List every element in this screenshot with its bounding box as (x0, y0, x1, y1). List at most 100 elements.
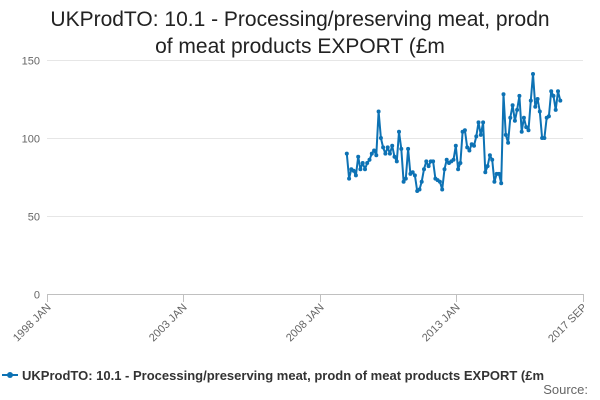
data-point[interactable] (551, 93, 556, 98)
data-point[interactable] (519, 129, 524, 134)
data-point[interactable] (356, 154, 361, 159)
data-point[interactable] (515, 107, 520, 112)
data-point[interactable] (374, 153, 379, 158)
data-point[interactable] (462, 128, 467, 133)
series-group[interactable] (344, 72, 563, 193)
data-point[interactable] (417, 187, 422, 192)
data-point[interactable] (406, 146, 411, 151)
chart-credit[interactable]: Source: (543, 382, 588, 397)
data-point[interactable] (347, 176, 352, 181)
data-point[interactable] (499, 181, 504, 186)
data-point[interactable] (437, 179, 442, 184)
data-point[interactable] (422, 167, 426, 172)
data-point[interactable] (385, 145, 390, 150)
data-point[interactable] (397, 129, 401, 134)
data-point[interactable] (367, 157, 372, 162)
x-tick-label: 1998 JAN (11, 302, 54, 345)
data-point[interactable] (546, 114, 551, 119)
data-point[interactable] (363, 167, 367, 172)
data-point[interactable] (483, 170, 488, 175)
data-point[interactable] (419, 179, 424, 184)
data-point[interactable] (381, 145, 386, 150)
data-point[interactable] (476, 120, 481, 125)
y-tick-label: 150 (22, 56, 40, 68)
data-point[interactable] (456, 167, 461, 172)
x-axis: 1998 JAN 2003 JAN 2008 JAN 2013 JAN 2017 SEP (11, 294, 590, 345)
x-tick-label: 2008 JAN (284, 302, 327, 345)
data-point[interactable] (401, 179, 406, 184)
data-point[interactable] (553, 107, 558, 112)
data-point[interactable] (556, 89, 560, 94)
data-point[interactable] (490, 157, 495, 162)
data-point[interactable] (524, 125, 529, 130)
data-point[interactable] (492, 179, 497, 184)
data-point[interactable] (542, 136, 547, 140)
data-point[interactable] (497, 171, 501, 176)
data-point[interactable] (360, 161, 365, 165)
data-point[interactable] (410, 170, 415, 175)
data-point[interactable] (531, 72, 535, 76)
data-point[interactable] (451, 157, 456, 162)
data-point[interactable] (474, 134, 479, 139)
legend-item[interactable]: UKProdTO: 10.1 - Processing/preserving m… (2, 366, 544, 384)
data-point[interactable] (365, 161, 370, 165)
data-point[interactable] (485, 164, 490, 169)
data-point[interactable] (528, 98, 533, 103)
y-axis: 0 50 100 150 (22, 56, 40, 302)
data-point[interactable] (351, 168, 356, 173)
data-point[interactable] (378, 136, 383, 140)
data-point[interactable] (478, 132, 483, 137)
data-point[interactable] (521, 115, 526, 120)
x-tick-label: 2003 JAN (147, 302, 190, 345)
data-point[interactable] (372, 148, 377, 153)
chart-title: UKProdTO: 10.1 - Processing/preserving m… (50, 8, 550, 58)
data-point[interactable] (533, 104, 538, 109)
data-point[interactable] (526, 128, 531, 133)
data-point[interactable] (440, 187, 445, 192)
y-tick-label: 100 (22, 134, 40, 146)
y-tick-label: 50 (28, 212, 40, 224)
data-point[interactable] (512, 118, 517, 123)
data-point[interactable] (387, 151, 392, 156)
data-point[interactable] (501, 92, 506, 97)
data-point[interactable] (369, 151, 374, 156)
data-point[interactable] (412, 173, 417, 178)
data-point[interactable] (444, 157, 449, 162)
data-point[interactable] (481, 120, 486, 125)
grid-lines (47, 60, 583, 295)
data-point[interactable] (426, 164, 431, 169)
data-point[interactable] (442, 167, 447, 172)
data-point[interactable] (487, 153, 492, 158)
data-point[interactable] (376, 109, 381, 114)
data-point[interactable] (503, 132, 508, 137)
data-point[interactable] (390, 143, 395, 148)
data-point[interactable] (508, 115, 513, 120)
data-point[interactable] (517, 93, 522, 98)
data-point[interactable] (506, 140, 511, 145)
data-point[interactable] (535, 97, 540, 101)
data-point[interactable] (510, 103, 515, 108)
y-tick-label: 0 (34, 290, 40, 302)
data-point[interactable] (383, 151, 388, 156)
data-point[interactable] (472, 143, 476, 148)
data-point[interactable] (537, 109, 542, 114)
data-point[interactable] (424, 159, 429, 164)
data-point[interactable] (353, 173, 358, 178)
data-point[interactable] (453, 143, 458, 148)
data-point[interactable] (399, 146, 404, 151)
data-point[interactable] (403, 176, 408, 181)
legend-symbol-icon (2, 370, 18, 380)
data-point[interactable] (558, 98, 563, 103)
data-point[interactable] (465, 145, 470, 150)
data-point[interactable] (467, 148, 472, 153)
data-point[interactable] (549, 89, 554, 94)
data-point[interactable] (458, 161, 463, 165)
data-point[interactable] (392, 154, 397, 159)
data-point[interactable] (431, 159, 436, 164)
x-tick-label: 2017 SEP (546, 302, 590, 346)
series-line[interactable] (345, 73, 562, 192)
data-point[interactable] (358, 167, 363, 172)
data-point[interactable] (394, 159, 399, 164)
data-point[interactable] (344, 151, 349, 156)
